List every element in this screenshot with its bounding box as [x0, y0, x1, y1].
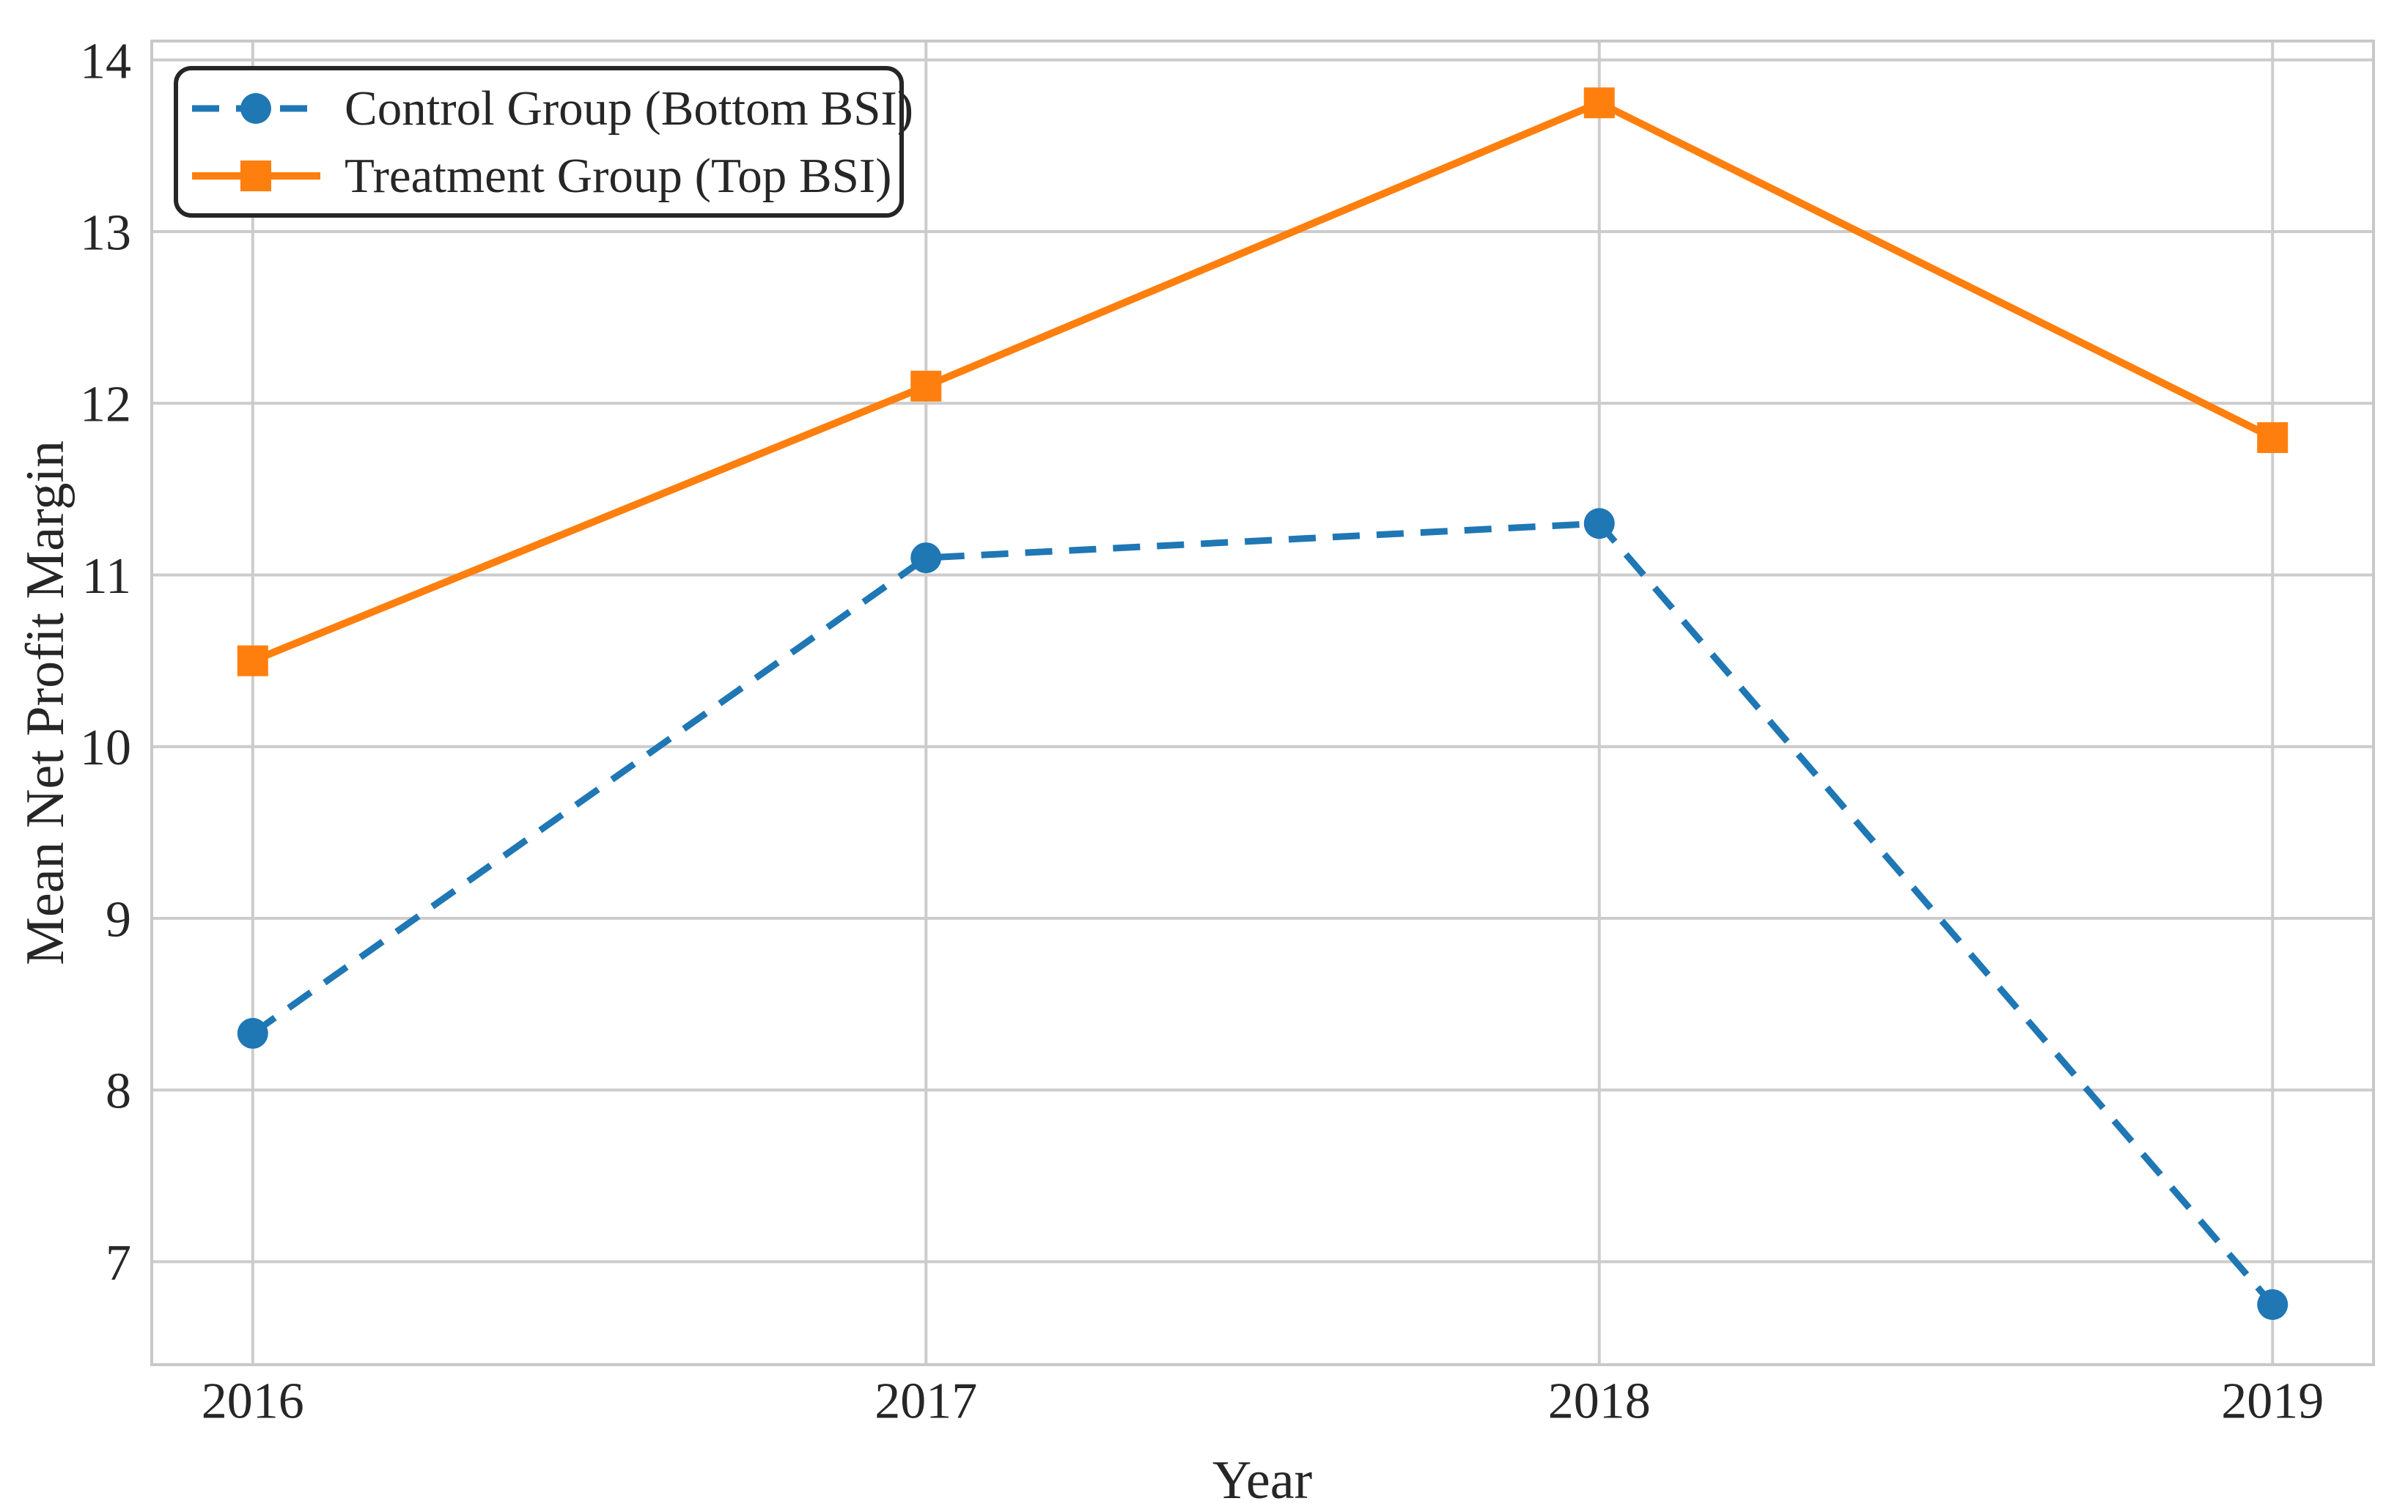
data-point-treatment-2018	[1583, 87, 1615, 119]
y-tick-label-11: 11	[82, 548, 131, 605]
y-axis-title: Mean Net Profit Margin	[15, 440, 76, 965]
series-line-treatment	[251, 99, 2275, 665]
series-treatment-group	[237, 87, 2289, 676]
y-tick-label-14: 14	[80, 33, 131, 89]
data-series	[237, 87, 2289, 1321]
y-tick-label-12: 12	[80, 377, 131, 433]
legend-item-treatment-group: Treatment Group (Top BSI)	[188, 142, 892, 210]
gridlines	[152, 41, 2374, 1365]
legend-swatch-control-dashed-circle	[192, 93, 320, 124]
y-tick-label-7: 7	[106, 1235, 131, 1291]
y-tick-label-8: 8	[106, 1063, 131, 1120]
x-axis-tick-labels: 2016 2017 2018 2019	[202, 1373, 2324, 1430]
y-tick-label-13: 13	[80, 205, 131, 262]
data-point-control-2019	[2257, 1289, 2289, 1321]
x-tick-label-2018: 2018	[1548, 1373, 1651, 1430]
series-control-group	[237, 508, 2289, 1321]
data-point-treatment-2019	[2257, 422, 2289, 454]
data-point-control-2017	[910, 542, 942, 574]
legend: Control Group (Bottom BSI) Treatment Gro…	[174, 66, 913, 218]
data-point-treatment-2016	[237, 645, 268, 676]
data-point-control-2018	[1583, 508, 1615, 539]
legend-item-control-group: Control Group (Bottom BSI)	[188, 75, 913, 142]
legend-label-treatment-group: Treatment Group (Top BSI)	[345, 148, 892, 203]
legend-swatch-treatment-solid-square	[192, 161, 320, 191]
y-tick-label-9: 9	[106, 891, 131, 948]
y-tick-label-10: 10	[80, 720, 131, 776]
x-tick-label-2019: 2019	[2221, 1373, 2324, 1430]
x-tick-label-2017: 2017	[875, 1373, 977, 1430]
x-axis-title: Year	[1212, 1450, 1312, 1511]
plot-border	[150, 40, 2375, 1366]
data-point-control-2016	[237, 1017, 268, 1049]
x-tick-label-2016: 2016	[202, 1373, 304, 1430]
legend-label-control-group: Control Group (Bottom BSI)	[345, 81, 914, 136]
y-axis-tick-labels: 7 8 9 10 11 12 13 14	[80, 33, 131, 1291]
data-point-treatment-2017	[910, 370, 942, 402]
series-line-control	[251, 520, 2275, 1307]
